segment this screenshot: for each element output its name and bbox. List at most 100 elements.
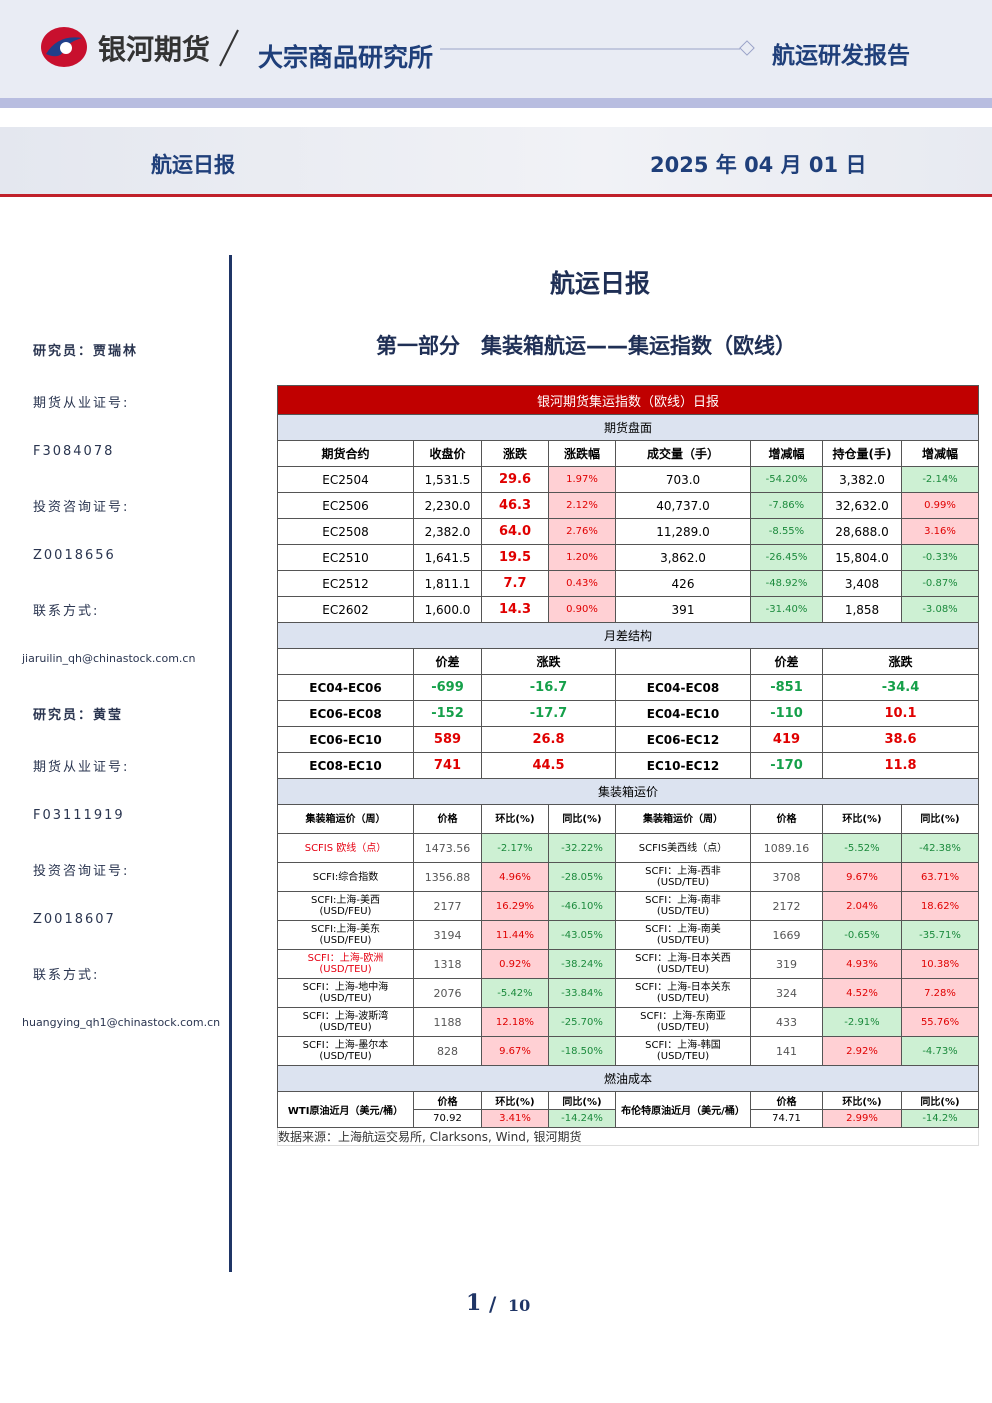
data-row: EC2504 1,531.5 29.6 1.97% 703.0 -54.20% 3,382.…	[277, 466, 980, 493]
cell: 集装箱运价	[276, 778, 980, 805]
header-row: 期货合约 收盘价 涨跌 涨跌幅 成交量（手） 增减幅 持仓量(手) 增减幅	[277, 440, 980, 467]
data-row: EC2506 2,230.0 46.3 2.12% 40,737.0 -7.86% 32,6…	[277, 492, 980, 519]
cell: 2.04%	[822, 891, 902, 921]
cell: 9.67%	[822, 862, 902, 892]
license: F3084078	[33, 444, 115, 459]
cell: EC2602	[277, 596, 414, 623]
heading-row: 燃油成本	[276, 1065, 980, 1092]
header-row: 集装箱运价（周） 价格 环比(%) 同比(%) 集装箱运价（周） 价格 环比(%) 同比(%)	[277, 804, 980, 834]
cell: 38.6	[821, 726, 980, 753]
data-row: SCFI:综合指数 1356.88 4.96% -28.05% SCFI：上海-西非 (…	[277, 862, 980, 892]
data-row: EC04-EC06 -699 -16.7 EC04-EC08 -851 -34.4	[277, 674, 980, 701]
cell: 18.62%	[900, 891, 980, 921]
cell: 价差	[413, 648, 482, 675]
cell: -699	[413, 674, 482, 701]
cell: 12.18%	[481, 1007, 549, 1037]
cell: SCFIS 欧线（点）	[277, 833, 414, 863]
cell: 11,289.0	[615, 518, 751, 545]
report-date: 2025 年 04 月 01 日	[650, 153, 867, 177]
cell: 增减幅	[750, 440, 823, 467]
cell: 布伦特原油近月（美元/桶）	[615, 1091, 751, 1128]
cell: 3,862.0	[615, 544, 751, 571]
data-row: SCFI：上海-欧洲 (USD/TEU) 1318 0.92% -38.24% SCFI…	[277, 949, 980, 979]
cell: -3.08%	[900, 596, 980, 623]
cell: SCFI：上海-西非 (USD/TEU)	[615, 862, 751, 892]
cell: EC04-EC06	[277, 674, 414, 701]
cell: 3,382.0	[822, 466, 902, 493]
brand: 银河期货	[98, 33, 211, 66]
cell: 环比(%)	[822, 1091, 902, 1110]
cell: 环比(%)	[481, 1091, 549, 1110]
cell: -42.38%	[900, 833, 980, 863]
cell: SCFI：上海-地中海 (USD/TEU)	[277, 978, 414, 1008]
cell: 1,858	[822, 596, 902, 623]
analyst-name: 研究员：黄莹	[33, 708, 124, 723]
cell: SCFI：上海-东南亚 (USD/TEU)	[615, 1007, 751, 1037]
cell: 63.71%	[900, 862, 980, 892]
data-row: SCFIS 欧线（点） 1473.56 -2.17% -32.22% SCFIS美西线（…	[277, 833, 980, 863]
cell: 40,737.0	[615, 492, 751, 519]
cell: SCFI：上海-日本关东 (USD/TEU)	[615, 978, 751, 1008]
cell: 2.92%	[822, 1036, 902, 1066]
cell: 74.71	[750, 1109, 823, 1128]
cell: 64.0	[481, 518, 549, 545]
cell: WTI原油近月（美元/桶）	[277, 1091, 414, 1128]
page-number: 1	[466, 1290, 482, 1316]
cell: 70.92	[413, 1109, 482, 1128]
analyst-name: 研究员：贾瑞林	[33, 344, 139, 359]
cell: EC06-EC12	[615, 726, 751, 753]
stripe	[0, 98, 992, 108]
cell: -4.73%	[900, 1036, 980, 1066]
cell: SCFI：上海-南美 (USD/TEU)	[615, 920, 751, 950]
cell: SCFIS美西线（点）	[615, 833, 751, 863]
data-row: SCFI：上海-墨尔本 (USD/TEU) 828 9.67% -18.50% SCFI…	[277, 1036, 980, 1066]
cell: 14.3	[481, 596, 549, 623]
cell: EC2508	[277, 518, 414, 545]
cell: -28.05%	[548, 862, 616, 892]
data-row: EC06-EC08 -152 -17.7 EC04-EC10 -110 10.1	[277, 700, 980, 727]
license: F03111919	[33, 808, 125, 823]
cell: -110	[750, 700, 823, 727]
cell: -38.24%	[548, 949, 616, 979]
cell: 数据来源：上海航运交易所, Clarksons, Wind, 银河期货	[276, 1127, 980, 1146]
cell: -7.86%	[750, 492, 823, 519]
cell: 涨跌	[481, 648, 616, 675]
cell: 月差结构	[276, 622, 980, 649]
cell: EC2506	[277, 492, 414, 519]
cell: 26.8	[481, 726, 616, 753]
consult: Z0018607	[33, 912, 116, 927]
cell: -18.50%	[548, 1036, 616, 1066]
cell: 4.93%	[822, 949, 902, 979]
cell: 2.76%	[548, 518, 616, 545]
license-label: 期货从业证号:	[33, 396, 130, 411]
cell: 44.5	[481, 752, 616, 779]
cell: 0.99%	[900, 492, 980, 519]
cell: 589	[413, 726, 482, 753]
cell: 涨跌	[481, 440, 549, 467]
cell: 同比(%)	[548, 804, 616, 834]
cell: 4.52%	[822, 978, 902, 1008]
cell: -31.40%	[750, 596, 823, 623]
cell: 同比(%)	[900, 1091, 980, 1110]
cell: 3708	[750, 862, 823, 892]
cell: 703.0	[615, 466, 751, 493]
cell: 价格	[413, 1091, 482, 1110]
heading-row: 期货盘面	[276, 414, 980, 441]
cell: -2.91%	[822, 1007, 902, 1037]
cell: 16.29%	[481, 891, 549, 921]
banner-title: 航运日报	[151, 153, 235, 177]
cell: 9.67%	[481, 1036, 549, 1066]
cell: 1356.88	[413, 862, 482, 892]
cell: 1,811.1	[413, 570, 482, 597]
index-table: 银河期货集运指数（欧线）日报 期货盘面 期货合约 收盘价 涨跌 涨跌幅 成交量（手） 增减幅持…	[276, 385, 980, 1146]
cell: -46.10%	[548, 891, 616, 921]
title-row: 银河期货集运指数（欧线）日报	[276, 385, 980, 415]
cell: -54.20%	[750, 466, 823, 493]
cell: -5.52%	[822, 833, 902, 863]
cell: 价格	[750, 1091, 823, 1110]
cell: -48.92%	[750, 570, 823, 597]
cell: -33.84%	[548, 978, 616, 1008]
cell: SCFI：上海-墨尔本 (USD/TEU)	[277, 1036, 414, 1066]
cell: SCFI：上海-日本关西 (USD/TEU)	[615, 949, 751, 979]
cell: EC08-EC10	[277, 752, 414, 779]
